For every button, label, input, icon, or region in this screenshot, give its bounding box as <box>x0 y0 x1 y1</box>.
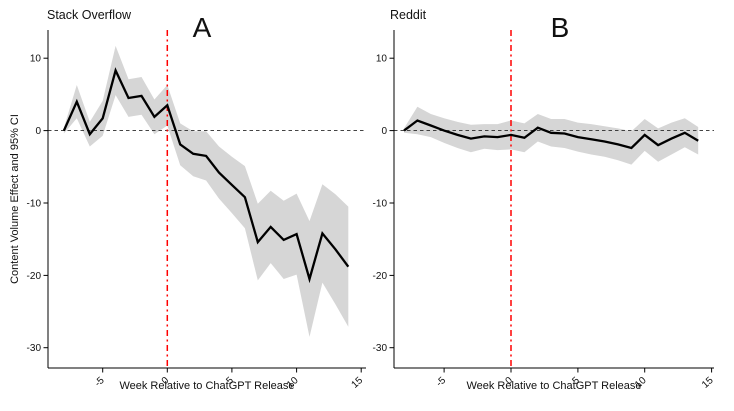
panel-b-y-tick-label: 10 <box>376 54 388 65</box>
panel-a-y-tick-label: -10 <box>27 199 42 210</box>
panel-a-y-tick-label: -20 <box>27 271 42 282</box>
y-axis-title: Content Volume Effect and 95% CI <box>9 114 21 284</box>
panel-b-y-tick-label: -10 <box>373 199 388 210</box>
panel-a-y-tick-label: 0 <box>35 126 41 137</box>
panel-a-title: Stack Overflow <box>47 8 132 22</box>
panel-b-x-tick-label: 0 <box>504 375 516 387</box>
panel-b-letter: B <box>551 12 570 43</box>
panel-b-x-tick-label: -5 <box>434 375 448 389</box>
panel-a-ci-ribbon <box>63 45 349 337</box>
panel-b-x-axis-title: Week Relative to ChatGPT Release <box>466 380 641 392</box>
panel-a-x-tick-label: 5 <box>224 375 236 387</box>
panel-a-y-tick-label: 10 <box>30 54 42 65</box>
panel-b-y-tick-label: 0 <box>381 126 387 137</box>
panel-b-title: Reddit <box>390 8 427 22</box>
panel-a-y-tick-label: -30 <box>27 343 42 354</box>
panel-b-x-tick-label: 15 <box>700 375 716 391</box>
panel-b-effect-line <box>403 119 699 150</box>
panel-a-effect-line <box>62 67 350 284</box>
panel-a-letter: A <box>193 12 212 43</box>
panel-a-x-tick-label: 0 <box>160 375 172 387</box>
panel-b-y-tick-label: -20 <box>373 271 388 282</box>
panel-a-x-axis-title: Week Relative to ChatGPT Release <box>119 380 294 392</box>
panel-b-ci-ribbon <box>404 106 699 165</box>
panel-b-x-tick-label: 5 <box>570 375 582 387</box>
panel-a-x-tick-label: -5 <box>93 375 107 389</box>
panel-b-y-tick-label: -30 <box>373 343 388 354</box>
panel-a-x-tick-label: 15 <box>350 375 366 391</box>
